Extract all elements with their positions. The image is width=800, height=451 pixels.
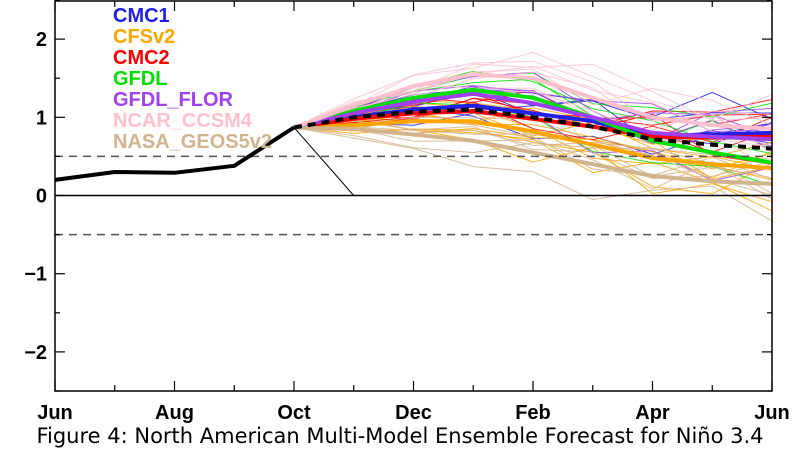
y-tick-label: −2: [24, 342, 47, 364]
member-line-ncar_ccsm4: [293, 51, 772, 128]
y-tick-label: 0: [36, 186, 47, 208]
tick-labels: Jun Aug Oct Dec Feb Apr Jun −2 −1 0 1 2: [24, 29, 790, 424]
legend: CMC1 CFSv2 CMC2 GFDL GFDL_FLOR NCAR_CCSM…: [113, 6, 272, 153]
x-tick-label: Aug: [155, 402, 194, 424]
member-line-ncar_ccsm4: [293, 84, 772, 148]
axes: [54, 0, 773, 392]
member-line-nasa_geos5v2: [293, 127, 772, 200]
x-tick-label: Jun: [754, 402, 790, 424]
legend-entry-cfsv2: CFSv2: [113, 26, 176, 48]
x-tick-label: Dec: [395, 402, 432, 424]
legend-entry-nasa-geos5v2: NASA_GEOS5v2: [113, 131, 272, 153]
legend-entry-ncar-ccsm4: NCAR_CCSM4: [113, 110, 252, 132]
member-line-cmc2: [293, 97, 772, 165]
legend-entry-cmc2: CMC2: [113, 47, 170, 69]
persistence-line: [293, 127, 355, 196]
reference-lines: [55, 155, 772, 236]
observed-series: [54, 125, 355, 196]
member-line-cfsv2: [293, 107, 772, 158]
x-tick-label: Feb: [515, 402, 551, 424]
y-tick-label: 2: [36, 29, 47, 51]
model-means: [293, 72, 772, 186]
mean-line-nasa_geos5v2: [293, 125, 772, 186]
y-tick-label: 1: [36, 107, 47, 129]
mean-line-gfdl: [293, 87, 772, 165]
mean-line-ncar_ccsm4: [293, 72, 772, 131]
member-line-nasa_geos5v2: [293, 126, 772, 179]
figure-caption: Figure 4: North American Multi-Model Ens…: [36, 424, 764, 448]
nino34-forecast-chart: Jun Aug Oct Dec Feb Apr Jun −2 −1 0 1 2: [24, 0, 790, 424]
ensemble-mean-line: [293, 107, 772, 151]
observed-line: [54, 125, 296, 182]
x-tick-label: Apr: [635, 402, 670, 424]
legend-entry-cmc1: CMC1: [113, 5, 170, 27]
legend-entry-gfdl: GFDL: [113, 68, 168, 90]
mean-line-cfsv2: [293, 119, 772, 171]
legend-entry-gfdl-flor: GFDL_FLOR: [113, 89, 233, 111]
y-tick-label: −1: [24, 264, 47, 286]
x-tick-label: Jun: [37, 402, 73, 424]
member-line-nasa_geos5v2: [293, 127, 772, 222]
x-tick-label: Oct: [277, 402, 311, 424]
mean-line-gfdl_flor: [293, 91, 772, 142]
member-line-ncar_ccsm4: [293, 60, 772, 154]
